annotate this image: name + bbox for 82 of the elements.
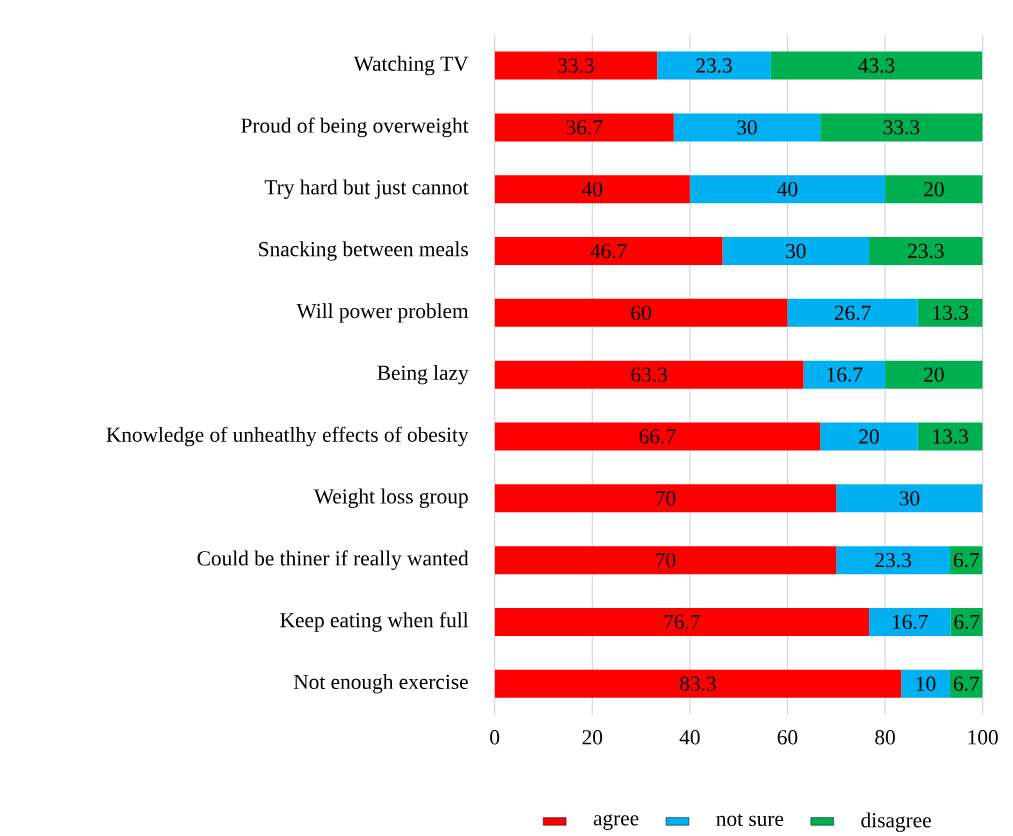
data-label: 83.3 — [680, 676, 716, 691]
bar — [494, 669, 902, 698]
data-label: 30 — [899, 491, 920, 506]
data-label: 33.3 — [558, 58, 594, 73]
bar — [901, 669, 950, 698]
bar — [657, 51, 771, 80]
data-label: 40 — [777, 182, 798, 197]
data-label: 13.3 — [933, 305, 969, 321]
x-tick-label: 80 — [875, 730, 895, 745]
bar — [722, 237, 869, 266]
bar — [885, 175, 983, 204]
data-label: 6.7 — [954, 614, 980, 630]
data-label: 13.3 — [933, 429, 969, 444]
bar — [494, 422, 821, 451]
data-label: 23.3 — [908, 243, 944, 259]
data-label: 20 — [924, 182, 944, 197]
bar — [494, 237, 723, 266]
y-tick-label: Proud of being overweight — [241, 117, 469, 138]
data-label: 63.3 — [631, 367, 667, 382]
y-tick-label: Try hard but just cannot — [264, 179, 469, 199]
y-tick-label: Knowledge of unheatlhy effects of obesity — [106, 426, 469, 447]
data-label: 70 — [656, 491, 676, 506]
y-tick-label: Snacking between meals — [259, 241, 468, 261]
data-label: 23.3 — [875, 552, 911, 568]
bar — [836, 546, 950, 575]
bar — [820, 113, 983, 142]
y-tick-label: Watching TV — [353, 55, 469, 76]
bar — [917, 422, 983, 451]
bar — [673, 113, 821, 142]
data-label: 40 — [582, 182, 603, 197]
data-label: 26.7 — [834, 305, 871, 321]
x-tick-label: 40 — [679, 730, 700, 745]
bar — [770, 51, 983, 80]
data-label: 16.7 — [892, 614, 928, 630]
bar — [868, 237, 983, 266]
bar — [494, 298, 788, 327]
bar — [494, 175, 690, 204]
bar — [689, 175, 886, 204]
bar — [885, 360, 983, 389]
y-tick-label: Will power problem — [296, 303, 469, 323]
legend-label: not sure — [716, 813, 784, 827]
bar — [494, 360, 804, 389]
legend-label: disagree — [861, 812, 931, 832]
x-tick-label: 60 — [777, 730, 798, 745]
data-label: 43.3 — [858, 58, 895, 73]
bar — [494, 546, 837, 575]
data-label: 36.7 — [566, 120, 603, 135]
data-label: 10 — [916, 676, 936, 691]
data-label: 30 — [737, 120, 757, 135]
bar — [787, 298, 918, 327]
data-label: 76.7 — [664, 614, 700, 630]
data-label: 16.7 — [827, 367, 863, 382]
data-label: 70 — [656, 552, 676, 568]
data-label: 6.7 — [953, 676, 980, 691]
bar — [917, 298, 983, 327]
data-label: 20 — [859, 429, 879, 444]
data-label: 20 — [924, 367, 944, 382]
bar — [868, 607, 951, 636]
bar — [494, 607, 869, 636]
legend-label: agree — [593, 814, 639, 830]
data-label: 30 — [786, 243, 806, 259]
data-label: 23.3 — [696, 58, 732, 73]
x-tick-label: 100 — [968, 730, 998, 745]
bar — [494, 51, 658, 80]
bar — [950, 607, 983, 636]
x-tick-label: 0 — [490, 730, 500, 745]
y-tick-label: Could be thiner if really wanted — [197, 550, 469, 570]
bar — [494, 113, 674, 142]
x-tick-label: 20 — [582, 730, 603, 745]
data-label: 46.7 — [590, 243, 627, 259]
bar — [820, 422, 918, 451]
y-tick-label: Keep eating when full — [280, 612, 469, 632]
y-tick-label: Not enough exercise — [293, 674, 468, 694]
data-label: 66.7 — [639, 429, 676, 444]
data-label: 60 — [631, 305, 651, 321]
y-tick-label: Weight loss group — [313, 488, 468, 509]
bar — [494, 484, 837, 513]
y-tick-label: Being lazy — [377, 364, 469, 385]
bar — [803, 360, 886, 389]
data-label: 33.3 — [883, 120, 920, 135]
data-label: 6.7 — [953, 552, 980, 568]
bar — [836, 484, 983, 513]
